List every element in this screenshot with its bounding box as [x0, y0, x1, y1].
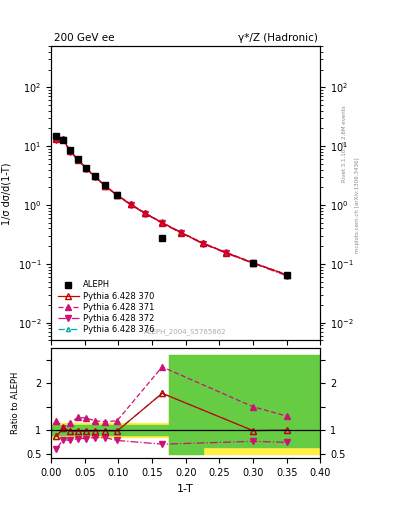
Pythia 6.428 371	[92, 173, 97, 179]
Pythia 6.428 371	[103, 182, 107, 188]
ALEPH	[68, 147, 72, 153]
Pythia 6.428 372	[128, 202, 133, 208]
Pythia 6.428 371	[115, 191, 119, 198]
Pythia 6.428 376	[143, 210, 148, 217]
ALEPH	[54, 133, 59, 139]
Pythia 6.428 376	[251, 260, 255, 266]
Pythia 6.428 372	[143, 210, 148, 217]
Text: mcplots.cern.ch [arXiv:1306.3436]: mcplots.cern.ch [arXiv:1306.3436]	[355, 157, 360, 252]
Pythia 6.428 370	[179, 229, 184, 236]
Pythia 6.428 372	[54, 137, 59, 143]
Pythia 6.428 370	[284, 272, 289, 278]
Pythia 6.428 376	[160, 220, 165, 226]
Pythia 6.428 371	[224, 249, 228, 255]
Pythia 6.428 376	[92, 174, 97, 180]
Pythia 6.428 370	[143, 210, 148, 217]
Pythia 6.428 372	[251, 260, 255, 266]
Pythia 6.428 376	[84, 165, 88, 172]
Pythia 6.428 376	[103, 183, 107, 189]
Pythia 6.428 376	[115, 192, 119, 198]
Pythia 6.428 376	[68, 148, 72, 154]
Pythia 6.428 376	[224, 249, 228, 255]
Pythia 6.428 370	[76, 157, 81, 163]
Pythia 6.428 371	[179, 229, 184, 236]
ALEPH	[103, 182, 107, 188]
Line: ALEPH: ALEPH	[53, 132, 290, 279]
Pythia 6.428 372	[160, 220, 165, 226]
Pythia 6.428 371	[54, 135, 59, 141]
Pythia 6.428 370	[115, 192, 119, 198]
Pythia 6.428 371	[251, 260, 255, 266]
Pythia 6.428 371	[284, 271, 289, 278]
Line: Pythia 6.428 372: Pythia 6.428 372	[54, 137, 289, 279]
Legend: ALEPH, Pythia 6.428 370, Pythia 6.428 371, Pythia 6.428 372, Pythia 6.428 376: ALEPH, Pythia 6.428 370, Pythia 6.428 37…	[55, 278, 157, 336]
Pythia 6.428 372	[92, 174, 97, 180]
Pythia 6.428 372	[284, 272, 289, 279]
X-axis label: 1-T: 1-T	[177, 483, 194, 494]
Pythia 6.428 372	[61, 137, 66, 143]
Pythia 6.428 370	[92, 174, 97, 180]
Pythia 6.428 370	[68, 148, 72, 154]
Pythia 6.428 376	[200, 240, 205, 246]
Pythia 6.428 376	[128, 201, 133, 207]
Pythia 6.428 371	[61, 136, 66, 142]
Line: Pythia 6.428 370: Pythia 6.428 370	[54, 137, 289, 278]
Pythia 6.428 371	[200, 240, 205, 246]
ALEPH	[76, 156, 81, 162]
Pythia 6.428 372	[115, 193, 119, 199]
Pythia 6.428 372	[179, 230, 184, 236]
ALEPH	[160, 234, 165, 241]
Pythia 6.428 370	[128, 201, 133, 207]
Text: Rivet 3.1.10, ≥ 2.6M events: Rivet 3.1.10, ≥ 2.6M events	[342, 105, 346, 182]
Pythia 6.428 370	[160, 220, 165, 226]
Pythia 6.428 370	[200, 240, 205, 246]
Pythia 6.428 376	[284, 272, 289, 278]
Text: γ*/Z (Hadronic): γ*/Z (Hadronic)	[238, 33, 318, 43]
Pythia 6.428 376	[61, 136, 66, 142]
Pythia 6.428 372	[84, 165, 88, 172]
Pythia 6.428 371	[143, 210, 148, 216]
Text: 200 GeV ee: 200 GeV ee	[54, 33, 114, 43]
Pythia 6.428 376	[76, 157, 81, 163]
Pythia 6.428 370	[61, 136, 66, 142]
Pythia 6.428 371	[160, 220, 165, 226]
Pythia 6.428 370	[84, 165, 88, 172]
Pythia 6.428 371	[68, 147, 72, 153]
Pythia 6.428 376	[179, 229, 184, 236]
Text: ALEPH_2004_S5765862: ALEPH_2004_S5765862	[144, 328, 227, 335]
ALEPH	[115, 191, 119, 198]
Y-axis label: Ratio to ALEPH: Ratio to ALEPH	[11, 372, 20, 434]
Pythia 6.428 370	[103, 183, 107, 189]
ALEPH	[84, 165, 88, 171]
Pythia 6.428 372	[103, 183, 107, 189]
Pythia 6.428 371	[84, 165, 88, 171]
Line: Pythia 6.428 376: Pythia 6.428 376	[54, 137, 289, 277]
ALEPH	[251, 260, 255, 266]
ALEPH	[92, 173, 97, 179]
ALEPH	[284, 272, 289, 278]
Pythia 6.428 372	[200, 241, 205, 247]
Pythia 6.428 372	[68, 148, 72, 155]
Pythia 6.428 370	[224, 249, 228, 255]
Line: Pythia 6.428 371: Pythia 6.428 371	[54, 136, 289, 278]
ALEPH	[61, 137, 66, 143]
Pythia 6.428 372	[224, 250, 228, 256]
Pythia 6.428 372	[76, 157, 81, 163]
Pythia 6.428 370	[251, 260, 255, 266]
Y-axis label: 1/σ dσ/d(1-T): 1/σ dσ/d(1-T)	[2, 162, 12, 225]
Pythia 6.428 370	[54, 136, 59, 142]
Pythia 6.428 371	[128, 201, 133, 207]
Pythia 6.428 376	[54, 136, 59, 142]
Pythia 6.428 371	[76, 156, 81, 162]
